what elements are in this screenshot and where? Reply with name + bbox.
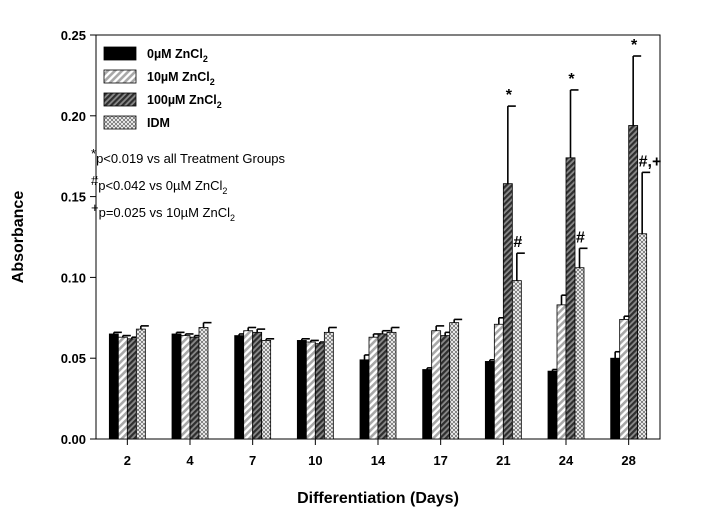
bars	[108, 55, 651, 440]
y-tick-label: 0.15	[61, 190, 86, 205]
significance-marker: #,+	[639, 153, 662, 170]
bar	[189, 336, 200, 440]
bar	[565, 157, 576, 440]
x-tick-label: 10	[308, 453, 322, 468]
bar	[296, 340, 307, 440]
legend-swatch	[103, 69, 137, 84]
y-tick-label: 0.25	[61, 28, 86, 43]
x-tick-label: 24	[559, 453, 574, 468]
legend-label: 100µM ZnCl2	[147, 93, 222, 110]
significance-notes: *p<0.019 vs all Treatment Groups #p<0.042…	[91, 146, 286, 223]
significance-marker: *	[568, 71, 575, 88]
legend-swatch	[103, 115, 137, 130]
bar	[368, 336, 379, 440]
bar	[628, 125, 639, 440]
x-tick-label: 4	[186, 453, 194, 468]
bar	[305, 341, 316, 440]
note-text: p<0.019 vs all Treatment Groups	[96, 151, 285, 166]
significance-marker: #	[513, 234, 522, 251]
y-tick-label: 0.10	[61, 270, 86, 285]
bar	[493, 323, 504, 440]
y-axis-title: Absorbance	[10, 191, 27, 284]
legend-label-text: 10µM ZnCl	[147, 70, 210, 84]
note-subscript: 2	[230, 213, 235, 223]
bar	[556, 304, 567, 440]
significance-note: #p<0.042 vs 0µM ZnCl2	[91, 173, 227, 196]
significance-marker: *	[506, 87, 513, 104]
x-tick-label: 7	[249, 453, 256, 468]
bar	[377, 333, 388, 440]
bar	[484, 361, 495, 440]
bar	[171, 333, 182, 440]
bar	[323, 331, 334, 440]
bar	[502, 183, 513, 440]
bar	[422, 369, 433, 440]
note-symbol: #	[91, 173, 99, 188]
y-tick-label: 0.05	[61, 351, 86, 366]
legend-label-subscript: 2	[210, 77, 215, 87]
bar	[440, 335, 451, 440]
x-axis: 2 4 7 10 14 17 21 24 28	[124, 439, 636, 468]
bar	[261, 340, 272, 440]
bar	[511, 280, 522, 440]
bar	[610, 357, 621, 440]
legend-label-text: 0µM ZnCl	[147, 47, 203, 61]
legend-label: 10µM ZnCl2	[147, 70, 215, 87]
x-tick-label: 28	[621, 453, 635, 468]
legend-label: 0µM ZnCl2	[147, 47, 208, 64]
bar	[180, 335, 191, 440]
significance-annotations: * # * # * #,+	[506, 37, 662, 251]
x-tick-label: 21	[496, 453, 510, 468]
bar	[252, 331, 263, 440]
legend-swatch	[103, 92, 137, 107]
legend-label: IDM	[147, 116, 170, 130]
x-tick-label: 2	[124, 453, 131, 468]
bar	[431, 330, 442, 440]
bar	[234, 335, 245, 440]
bar	[135, 328, 146, 440]
legend-label-text: 100µM ZnCl	[147, 93, 217, 107]
y-axis: 0.00 0.05 0.10 0.15 0.20 0.25	[61, 28, 96, 447]
note-symbol: *	[91, 146, 96, 161]
legend-swatch	[103, 46, 137, 61]
y-tick-label: 0.00	[61, 432, 86, 447]
note-subscript: 2	[222, 186, 227, 196]
bar	[117, 336, 128, 440]
note-symbol: +	[91, 200, 99, 215]
bar	[386, 331, 397, 440]
x-axis-title: Differentiation (Days)	[297, 490, 459, 507]
significance-marker: #	[576, 229, 585, 246]
significance-marker: *	[631, 37, 638, 54]
bar	[637, 233, 648, 440]
significance-note: +p=0.025 vs 10µM ZnCl2	[91, 200, 235, 223]
bar	[126, 338, 137, 440]
bar	[243, 330, 254, 440]
x-tick-label: 14	[371, 453, 386, 468]
bar	[547, 370, 558, 440]
bar	[359, 359, 370, 440]
bar	[314, 343, 325, 440]
legend-label-text: IDM	[147, 116, 170, 130]
bar	[619, 319, 630, 440]
y-tick-label: 0.20	[61, 109, 86, 124]
legend-label-subscript: 2	[203, 54, 208, 64]
note-text: p<0.042 vs 0µM ZnCl	[98, 178, 222, 193]
significance-note: *p<0.019 vs all Treatment Groups	[91, 146, 286, 166]
legend-label-subscript: 2	[217, 100, 222, 110]
bar	[198, 327, 209, 440]
x-tick-label: 17	[433, 453, 447, 468]
bar	[449, 322, 460, 440]
bar	[574, 267, 585, 440]
bar	[108, 333, 119, 440]
note-text: p=0.025 vs 10µM ZnCl	[99, 205, 231, 220]
